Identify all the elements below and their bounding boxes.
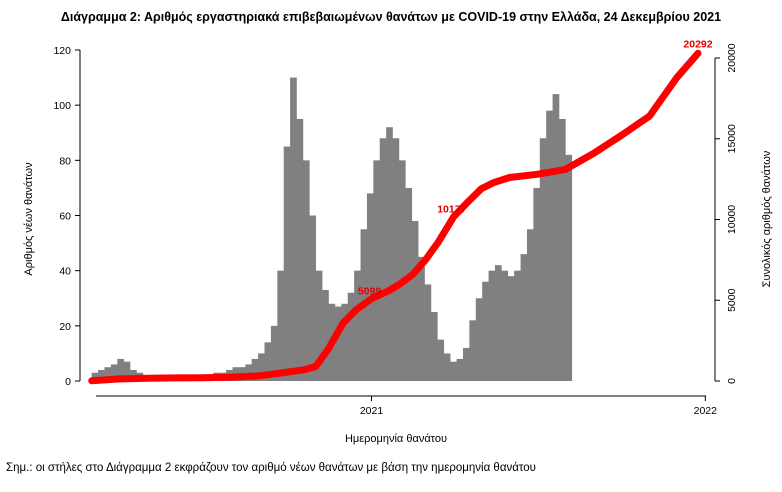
y-axis-left: 0 20 40 60 80 100 120 <box>53 45 81 388</box>
line-value-label: 20292 <box>683 38 712 50</box>
line-value-label: 10177 <box>437 204 466 216</box>
bar <box>437 339 445 382</box>
bar <box>398 160 406 381</box>
bar <box>558 118 566 382</box>
bar <box>104 367 112 381</box>
bar <box>501 270 509 381</box>
bar <box>386 127 393 381</box>
bar <box>392 138 400 381</box>
bar <box>251 358 259 381</box>
bar <box>258 353 265 381</box>
y2-tick-label: 15000 <box>726 124 738 153</box>
bar <box>424 284 432 381</box>
y-tick-label: 20 <box>59 321 71 333</box>
line-label-group: 5099 10177 20292 <box>358 38 713 297</box>
x-tick-label: 2022 <box>694 405 718 417</box>
bar <box>379 138 387 381</box>
bar <box>302 160 310 381</box>
bar <box>462 347 470 381</box>
bar <box>526 229 534 381</box>
y-tick-label: 40 <box>59 266 71 278</box>
bar <box>283 146 291 381</box>
bar <box>296 118 304 382</box>
bar <box>430 312 438 381</box>
bar <box>411 221 419 381</box>
bar <box>443 353 451 381</box>
bar <box>456 358 464 381</box>
y2-axis-label: Συνολικός αριθμός θανάτων <box>761 150 773 287</box>
x-axis: 2021 2022 <box>96 395 718 417</box>
y-tick-label: 0 <box>65 376 71 388</box>
bar <box>290 77 297 381</box>
bar <box>552 94 560 381</box>
bar <box>494 265 502 381</box>
bar <box>475 298 483 381</box>
y2-tick-label: 10000 <box>726 205 738 234</box>
y2-tick-label: 20000 <box>726 43 738 72</box>
bar <box>270 325 278 381</box>
bar <box>123 361 131 381</box>
bar <box>514 270 521 381</box>
y-axis-right: 0 5000 10000 15000 20000 <box>714 43 738 384</box>
cumulative-deaths-line <box>88 49 702 385</box>
bar <box>507 276 515 381</box>
y2-tick-label: 5000 <box>726 288 738 312</box>
y-tick-label: 60 <box>59 211 71 223</box>
bar <box>117 358 124 381</box>
bar <box>264 342 272 381</box>
y2-tick-label: 0 <box>726 378 738 384</box>
bar-group <box>91 77 573 382</box>
x-axis-label: Ημερομηνία θανάτου <box>345 433 447 445</box>
bar <box>488 270 496 381</box>
chart-title: Διάγραμμα 2: Αριθμός εργαστηριακά επιβεβ… <box>60 10 722 24</box>
bar <box>354 270 361 381</box>
bar <box>309 215 317 381</box>
y-tick-label: 100 <box>53 100 71 112</box>
bar <box>533 187 541 381</box>
bar <box>366 193 374 381</box>
y-tick-label: 80 <box>59 155 71 167</box>
bar <box>546 110 553 382</box>
bar <box>565 154 573 381</box>
bar <box>418 256 425 382</box>
bar <box>91 372 99 381</box>
line-value-label: 5099 <box>358 286 382 298</box>
bar <box>482 281 489 381</box>
bar <box>469 320 477 381</box>
bar <box>405 187 413 381</box>
bar <box>520 254 528 381</box>
y-tick-label: 120 <box>53 45 71 57</box>
bar <box>373 160 381 381</box>
bar <box>341 303 349 381</box>
bar <box>245 364 252 381</box>
bar <box>277 270 285 381</box>
bar <box>315 270 323 381</box>
bar <box>539 138 547 381</box>
footnote: Σημ.: οι στήλες στο Διάγραμμα 2 εκφράζου… <box>6 462 536 474</box>
bar <box>110 364 118 381</box>
bar <box>347 292 355 381</box>
bar <box>322 289 329 381</box>
bar <box>450 361 457 381</box>
y-axis-label: Αριθμός νέων θανάτων <box>23 162 35 276</box>
x-tick-label: 2021 <box>360 405 384 417</box>
bar <box>98 369 105 381</box>
bar <box>334 306 342 381</box>
